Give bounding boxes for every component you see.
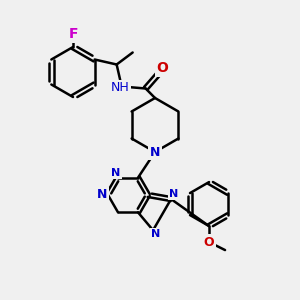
Text: N: N: [150, 146, 160, 158]
Text: N: N: [169, 189, 179, 199]
Text: N: N: [111, 168, 121, 178]
Text: F: F: [68, 27, 78, 41]
Text: NH: NH: [110, 81, 129, 94]
Text: O: O: [157, 61, 169, 76]
Text: N: N: [97, 188, 107, 202]
Text: N: N: [152, 229, 161, 239]
Text: O: O: [204, 236, 214, 249]
